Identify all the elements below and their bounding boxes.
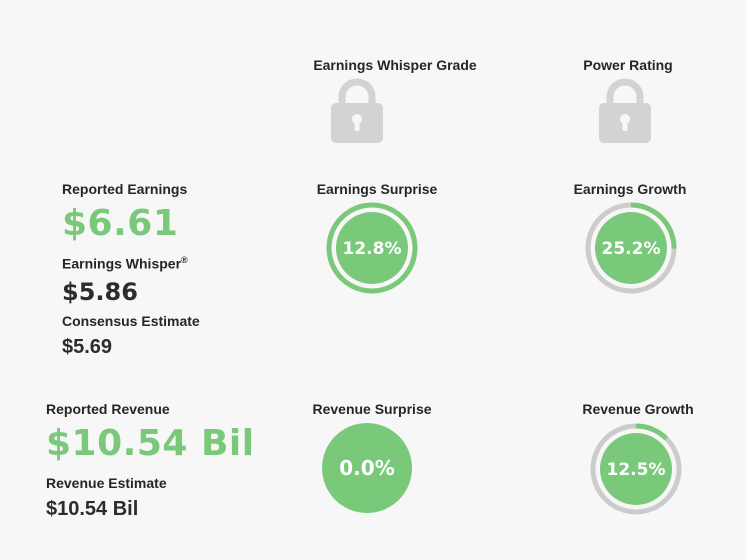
earnings-growth-ring: 25.2% (584, 201, 678, 300)
earnings-whisper-value: $5.86 (62, 278, 138, 306)
earnings-surprise-text: 12.8% (343, 239, 402, 259)
earnings-surprise-ring: 12.8% (325, 201, 419, 300)
earnings-growth-text: 25.2% (602, 239, 661, 259)
reported-revenue-label: Reported Revenue (46, 401, 170, 417)
reported-earnings-label: Reported Earnings (62, 181, 188, 197)
earnings-surprise-arc (326, 202, 418, 294)
earnings-surprise-label: Earnings Surprise (316, 181, 438, 197)
power-rating-label: Power Rating (583, 57, 673, 73)
lock-icon (599, 75, 651, 148)
consensus-estimate-value: $5.69 (62, 336, 113, 358)
revenue-estimate-value: $10.54 Bil (46, 498, 139, 520)
reported-revenue-value: $10.54 Bil (46, 423, 255, 464)
consensus-estimate-label: Consensus Estimate (62, 313, 200, 329)
revenue-surprise-text: 0.0% (339, 456, 394, 480)
revenue-surprise-label: Revenue Surprise (312, 401, 432, 417)
earnings-whisper-grade-label: Earnings Whisper Grade (313, 57, 477, 73)
revenue-growth-arc (590, 423, 682, 515)
revenue-surprise-circle: 0.0% (322, 423, 412, 518)
earnings-whisper-label: Earnings Whisper® (62, 255, 188, 272)
revenue-growth-ring: 12.5% (589, 422, 683, 521)
earnings-growth-arc (585, 202, 677, 294)
lock-icon (331, 75, 383, 148)
reported-earnings-value: $6.61 (62, 203, 179, 244)
earnings-growth-label: Earnings Growth (573, 181, 687, 197)
revenue-estimate-label: Revenue Estimate (46, 475, 167, 491)
revenue-growth-label: Revenue Growth (582, 401, 694, 417)
revenue-growth-text: 12.5% (607, 460, 666, 480)
